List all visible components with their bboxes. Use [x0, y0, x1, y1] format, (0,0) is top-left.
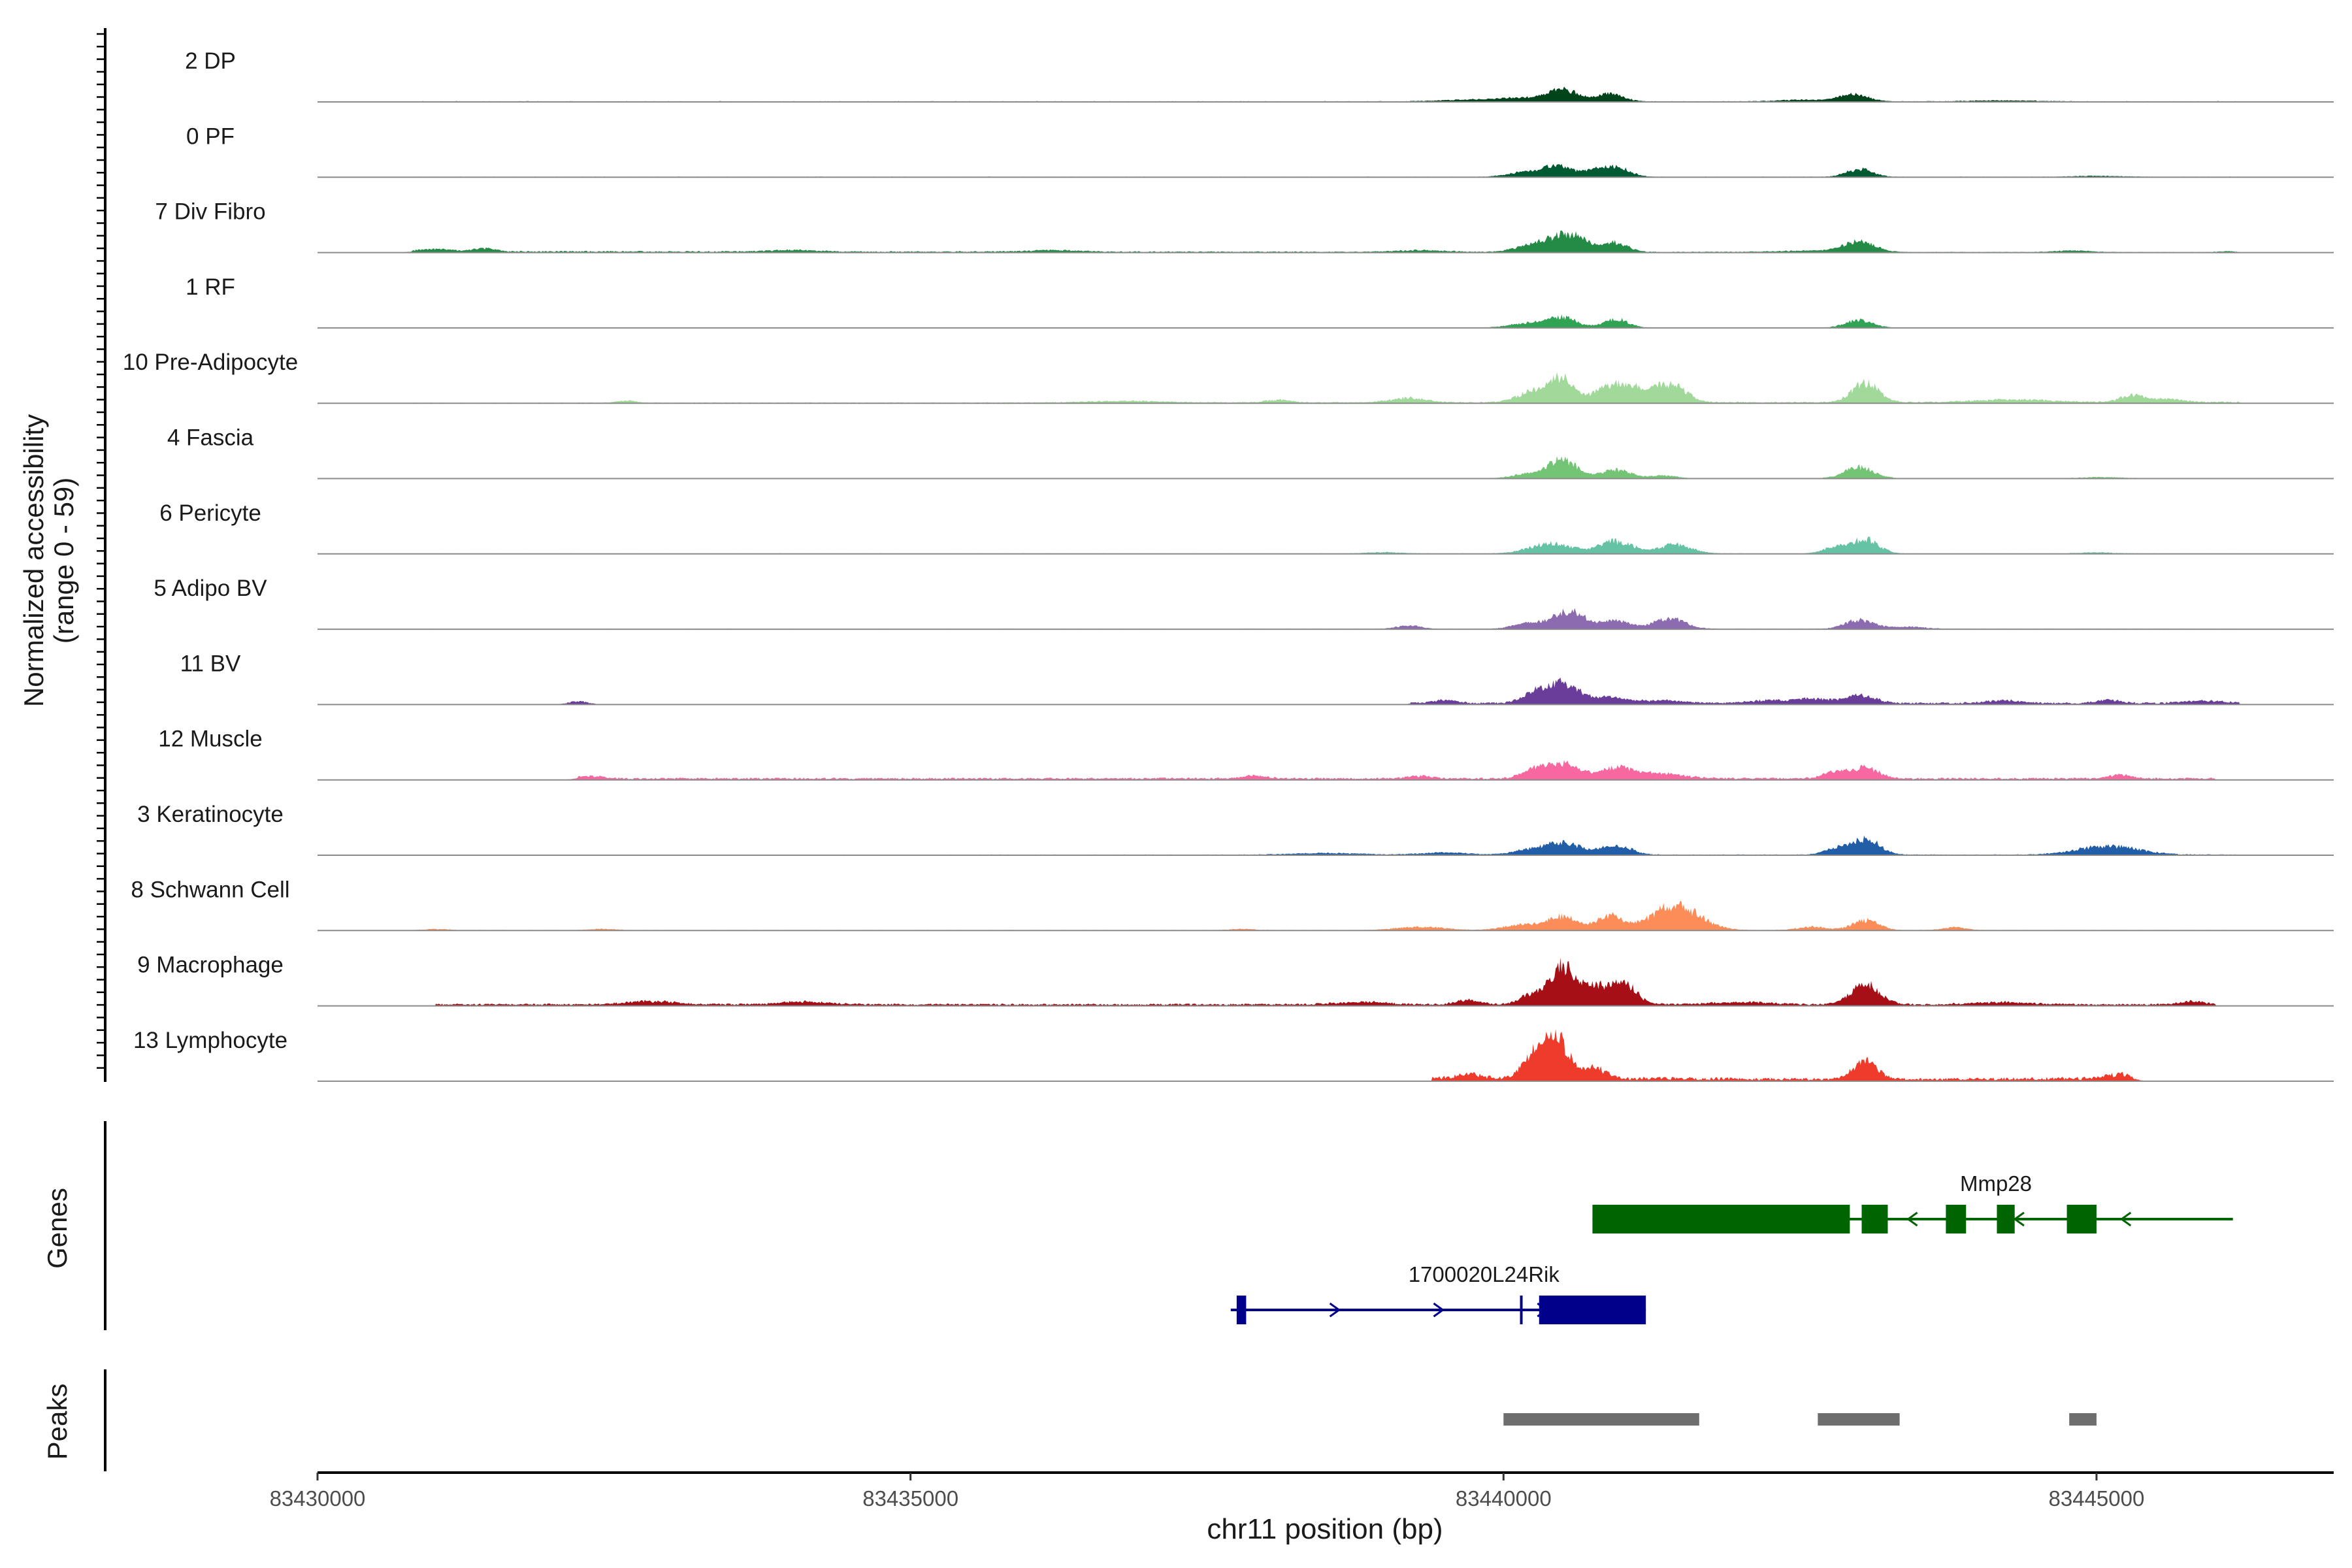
x-axis-ticks: 83430000 83435000 83440000 83445000	[270, 1473, 2145, 1511]
strand-arrow-icon	[1906, 1211, 1918, 1227]
x-tick-label: 83435000	[862, 1486, 958, 1511]
strand-arrow-icon	[2013, 1211, 2025, 1227]
track-label-7: 6 Pericyte	[159, 500, 261, 526]
gene-label-Mmp28: Mmp28	[1960, 1171, 2032, 1196]
gene-label-1700020L24Rik: 1700020L24Rik	[1409, 1262, 1560, 1286]
exon-1700020L24Rik-1	[1236, 1296, 1247, 1324]
track-label-3: 7 Div Fibro	[155, 199, 265, 225]
genes-panel: Genes Mmp28 1700020L24Rik	[42, 1121, 2233, 1330]
x-axis: 83430000 83435000 83440000 83445000 chr11 p…	[270, 1471, 2334, 1545]
track-label-11: 3 Keratinocyte	[137, 802, 284, 827]
exon-Mmp28-2	[1861, 1205, 1888, 1233]
y-axis-title-line1: Normalized accessibility	[18, 414, 49, 707]
track-label-13: 9 Macrophage	[137, 953, 284, 978]
track-label-12: 8 Schwann Cell	[131, 877, 289, 902]
exon-Mmp28-1	[1592, 1205, 1850, 1233]
track-label-14: 13 Lymphocyte	[133, 1028, 287, 1053]
track-label-9: 11 BV	[180, 651, 241, 676]
x-tick-label: 83445000	[2049, 1486, 2145, 1511]
x-axis-title: chr11 position (bp)	[1207, 1513, 1443, 1545]
genes-panel-title: Genes	[42, 1188, 73, 1269]
track-label-4: 1 RF	[186, 274, 235, 300]
track-label-8: 5 Adipo BV	[154, 576, 267, 601]
coverage-axis-ticks	[97, 33, 105, 1069]
track-label-5: 10 Pre-Adipocyte	[123, 350, 298, 375]
exon-Mmp28-4	[1997, 1205, 2015, 1233]
track-area-10	[318, 760, 2334, 780]
strand-arrow-icon	[1433, 1302, 1445, 1318]
x-tick-label: 83430000	[270, 1486, 366, 1511]
track-label-2: 0 PF	[186, 123, 235, 149]
strand-arrow-icon	[1329, 1302, 1341, 1318]
y-axis-title: Normalized accessibility (range 0 - 59)	[18, 414, 79, 707]
track-area-7	[318, 536, 2334, 554]
peaks-panel-title: Peaks	[42, 1384, 73, 1460]
y-axis-title-line2: (range 0 - 59)	[48, 478, 79, 644]
track-area-5	[318, 372, 2334, 404]
track-area-11	[318, 835, 2334, 855]
exon-Mmp28-3	[1946, 1205, 1967, 1233]
peak-region-3	[2069, 1413, 2097, 1426]
track-label-1: 2 DP	[185, 48, 236, 74]
peak-region-1	[1503, 1413, 1699, 1426]
peak-region-2	[1818, 1413, 1900, 1426]
gene-models: Mmp28 1700020L24Rik	[1230, 1171, 2233, 1324]
peaks-panel: Peaks	[42, 1369, 2097, 1471]
x-tick-label: 83440000	[1456, 1486, 1552, 1511]
track-label-10: 12 Muscle	[158, 727, 263, 752]
exon-Mmp28-5	[2066, 1205, 2097, 1233]
coverage-tracks: 2 DP 0 PF 7 Div Fibro 1 RF 10 Pre-Adipocyte 4…	[123, 48, 2334, 1082]
strand-arrow-icon	[2119, 1211, 2132, 1227]
exon-1700020L24Rik-2	[1539, 1296, 1646, 1324]
track-label-6: 4 Fascia	[167, 425, 254, 451]
peak-regions	[1503, 1413, 2097, 1426]
